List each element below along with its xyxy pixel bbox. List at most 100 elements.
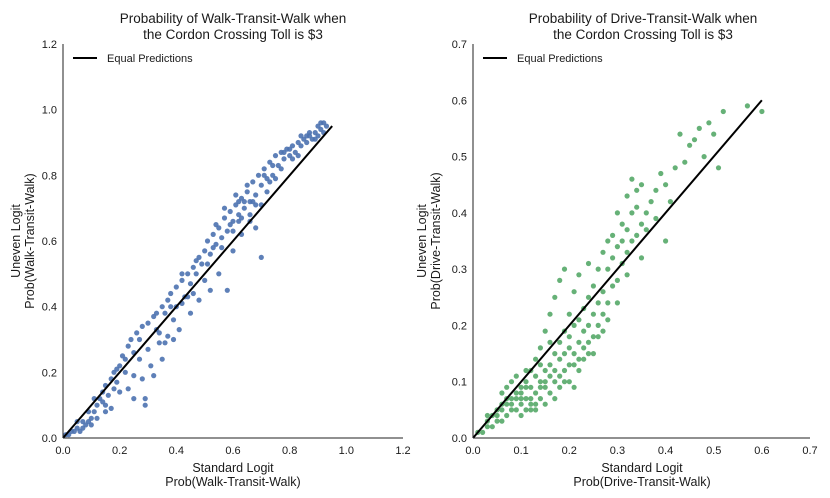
scatter-point-42	[156, 340, 162, 346]
scatter-point-125	[153, 310, 160, 316]
scatter-point-37	[145, 320, 151, 326]
y-tick-labels: 0.0 0.1 0.2 0.3 0.4 0.5 0.6 0.7	[452, 39, 467, 445]
scatter-point-89	[696, 125, 702, 131]
scatter-point-55	[185, 271, 191, 277]
scatter-point-100	[523, 367, 529, 374]
x-axis-label-line-1: Standard Logit	[601, 461, 683, 475]
scatter-point-141	[250, 199, 256, 205]
x-tick-label: 0.6	[754, 445, 769, 457]
scatter-point-25	[533, 356, 539, 362]
scatter-point-133	[533, 401, 539, 407]
scatter-point-138	[204, 261, 211, 267]
scatter-point-88	[272, 153, 279, 159]
scatter-point-72	[227, 208, 233, 215]
scatter-point-146	[295, 153, 301, 159]
scatter-point-148	[312, 136, 318, 142]
scatter-point-108	[561, 351, 568, 357]
scatter-point-141	[571, 351, 577, 357]
scatter-point-7	[499, 418, 505, 424]
scatter-point-117	[605, 266, 611, 272]
scatter-point-154	[518, 390, 524, 396]
scatter-point-22	[114, 379, 120, 385]
scatter-point-107	[557, 356, 563, 362]
x-axis-label-line-1: Standard Logit	[192, 461, 274, 475]
scatter-point-29	[128, 336, 134, 343]
scatter-point-61	[595, 266, 601, 272]
scatter-point-91	[281, 156, 287, 162]
scatter-point-23	[533, 390, 539, 396]
legend: Equal Predictions	[73, 53, 193, 65]
scatter-point-15	[518, 401, 524, 407]
scatter-point-95	[759, 108, 765, 115]
scatter-point-113	[585, 322, 592, 328]
scatter-point-38	[145, 346, 151, 352]
scatter-point-8	[499, 407, 505, 413]
scatter-point-32	[547, 390, 553, 396]
scatter-point-145	[287, 146, 293, 152]
scatter-point-167	[281, 149, 287, 155]
scatter-point-150	[253, 225, 259, 231]
scatter-point-56	[187, 281, 194, 287]
scatter-point-86	[672, 165, 678, 171]
scatter-point-112	[581, 328, 587, 334]
legend: Equal Predictions	[483, 53, 603, 65]
scatter-point-78	[638, 221, 645, 227]
x-tick-label: 0.2	[112, 445, 127, 457]
scatter-point-170	[306, 130, 313, 136]
y-tick-label: 1.0	[42, 105, 57, 117]
x-axis-label-line-2: Prob(Drive-Transit-Walk)	[573, 475, 710, 489]
scatter-point-136	[547, 373, 553, 379]
scatter-point-84	[663, 182, 669, 188]
scatter-point-142	[261, 172, 267, 178]
x-tick-label: 1.0	[339, 445, 354, 457]
scatter-point-33	[136, 356, 143, 362]
chart-title-line-1: Probability of Walk-Transit-Walk when	[120, 11, 347, 26]
scatter-point-129	[701, 154, 707, 160]
scatter-point-114	[590, 311, 597, 317]
scatter-point-37	[552, 294, 558, 300]
scatter-point-9	[504, 412, 510, 419]
scatter-point-12	[94, 402, 100, 408]
scatter-point-110	[571, 384, 577, 390]
scatter-point-62	[202, 248, 208, 254]
scatter-point-43	[561, 266, 568, 272]
scatter-point-143	[270, 162, 276, 169]
scatter-point-156	[131, 373, 137, 379]
scatter-point-107	[179, 271, 185, 277]
scatter-point-109	[207, 287, 213, 293]
scatter-point-115	[595, 300, 601, 306]
scatter-point-106	[552, 396, 558, 402]
scatter-point-45	[566, 345, 572, 351]
scatter-point-171	[315, 123, 321, 129]
x-tick-label: 1.2	[395, 445, 410, 457]
scatter-point-114	[247, 212, 253, 218]
scatter-point-134	[537, 384, 544, 390]
scatter-point-59	[590, 283, 597, 289]
scatter-point-80	[250, 179, 256, 185]
scatter-point-36	[142, 402, 148, 408]
scatter-point-21	[528, 384, 534, 390]
scatter-point-163	[241, 199, 247, 205]
y-tick-label: 0.2	[452, 320, 467, 332]
scatter-point-125	[653, 215, 659, 222]
scatter-points	[63, 120, 330, 438]
x-tick-label: 0.8	[282, 445, 297, 457]
x-tick-label: 0.4	[169, 445, 184, 457]
scatter-point-52	[576, 272, 582, 278]
scatter-point-9	[88, 422, 94, 428]
scatter-point-85	[663, 238, 669, 244]
scatter-point-39	[148, 363, 154, 369]
scatter-point-148	[605, 317, 611, 323]
scatter-point-53	[581, 345, 587, 351]
scatter-point-4	[489, 424, 495, 430]
scatter-point-138	[557, 384, 563, 390]
scatter-point-35	[552, 379, 558, 385]
scatter-point-137	[552, 367, 558, 374]
scatter-point-66	[610, 283, 616, 289]
scatter-point-41	[561, 367, 568, 374]
scatter-point-71	[224, 228, 230, 234]
equal-predictions-line	[62, 125, 333, 439]
scatter-point-92	[715, 165, 722, 171]
scatter-point-57	[585, 260, 592, 267]
